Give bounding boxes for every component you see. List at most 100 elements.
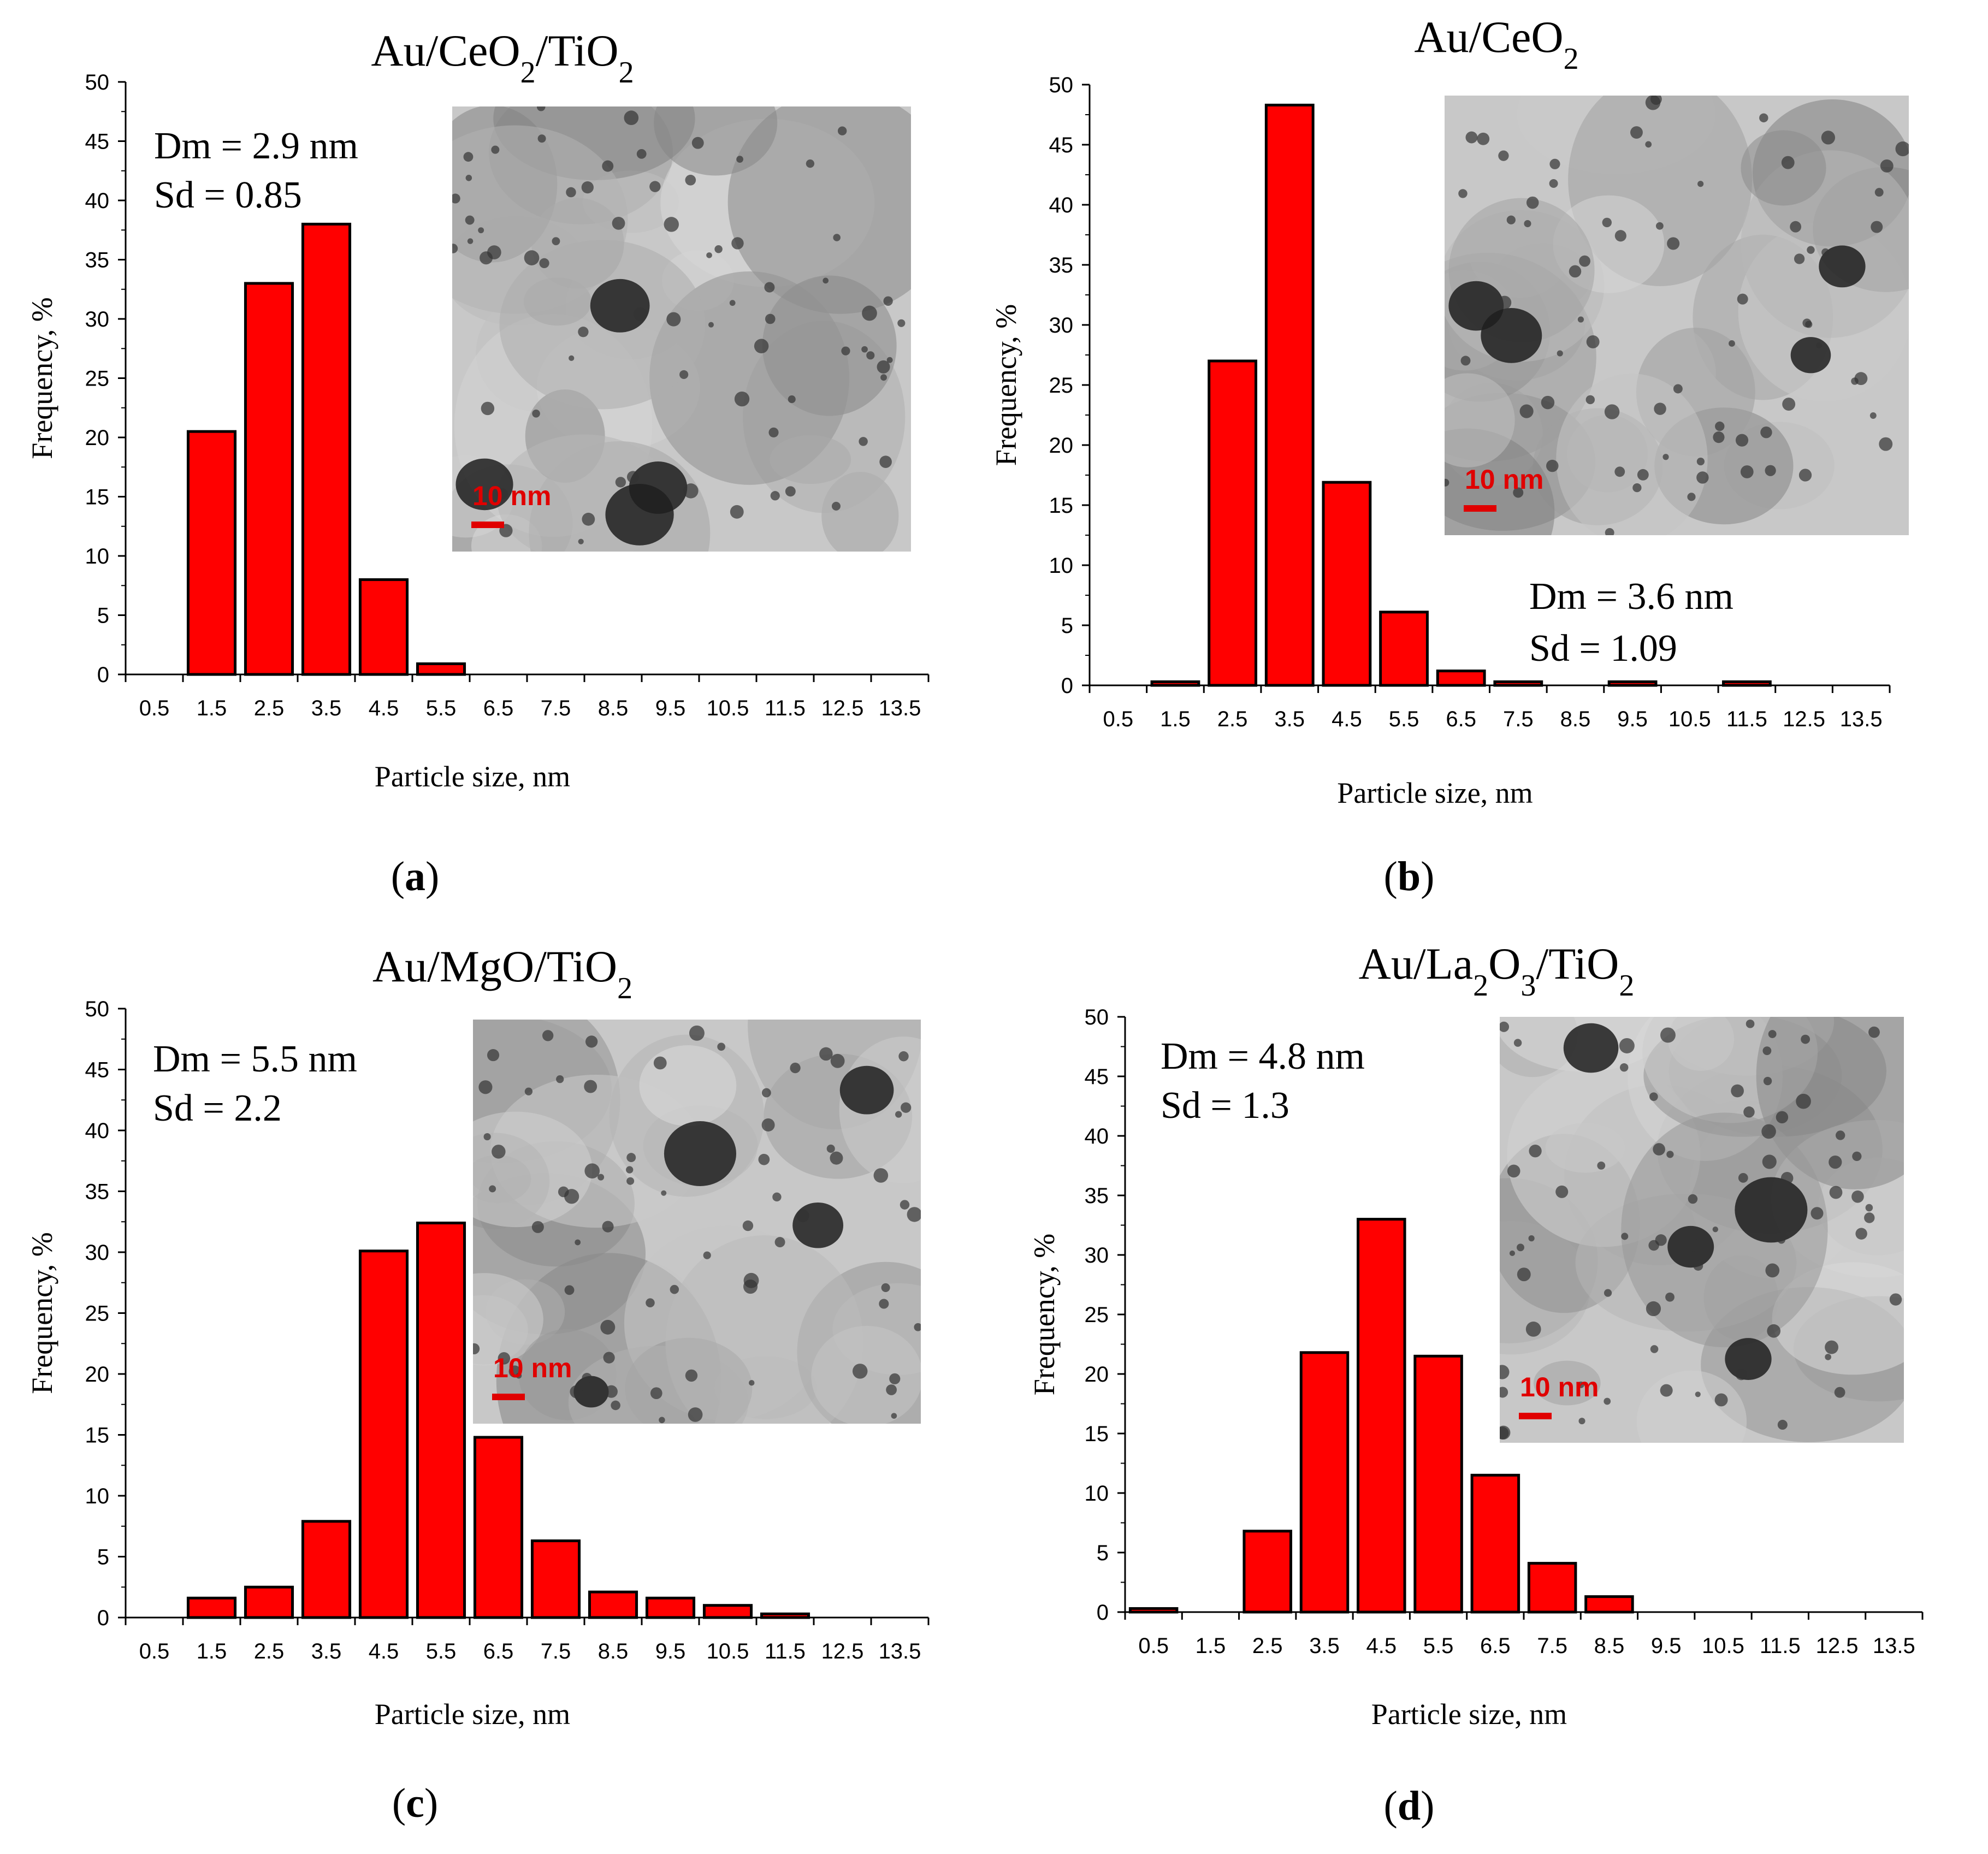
x-tick-label: 8.5 — [1594, 1634, 1625, 1658]
histogram-bar — [1299, 1351, 1350, 1614]
histogram-bar — [1128, 1607, 1179, 1614]
x-tick-label: 11.5 — [765, 1639, 806, 1663]
histogram-bar — [473, 1436, 524, 1619]
histogram-bar — [645, 1596, 696, 1619]
y-tick-label: 15 — [85, 485, 110, 510]
panel-d: Au/La2O3/TiO2 10 nm 0 5 10 15 20 25 30 35 40 45 50 0.… — [994, 927, 1988, 1853]
y-tick-label: 35 — [85, 1180, 110, 1204]
x-tick-label: 10.5 — [707, 696, 749, 720]
histogram-chart-b: Au/CeO2 10 nm 0 5 10 15 20 25 30 35 40 45 50 0.5 1.5 2.… — [990, 12, 1909, 899]
histogram-bar — [1208, 359, 1258, 687]
x-tick-label: 10.5 — [1668, 707, 1711, 731]
y-tick-label: 15 — [85, 1424, 110, 1448]
std-dev-text: Sd = 1.3 — [1161, 1085, 1289, 1127]
x-tick-label: 7.5 — [541, 696, 571, 720]
panel-c: Au/MgO/TiO2 10 nm 0 5 10 15 20 25 30 35 40 45 50 0.5 1… — [0, 927, 994, 1853]
x-tick-label: 5.5 — [1423, 1634, 1454, 1658]
y-tick-label: 15 — [1049, 494, 1074, 518]
tem-image-inset: 10 nm — [1500, 1017, 1904, 1443]
x-tick-label: 11.5 — [1760, 1634, 1801, 1658]
x-tick-label: 2.5 — [254, 696, 285, 720]
scale-bar — [1519, 1413, 1552, 1419]
x-tick-label: 13.5 — [1873, 1634, 1915, 1658]
x-tick-label: 12.5 — [821, 696, 864, 720]
x-tick-label: 4.5 — [369, 1639, 399, 1663]
y-tick-label: 40 — [1049, 193, 1074, 217]
y-tick-label: 25 — [1049, 374, 1074, 398]
y-axis-label: Frequency, % — [26, 1232, 58, 1394]
histogram-bar — [244, 282, 294, 676]
x-tick-label: 12.5 — [821, 1639, 864, 1663]
y-tick-label: 5 — [97, 1545, 109, 1569]
histogram-bar — [1379, 611, 1429, 687]
y-tick-label: 10 — [85, 1484, 110, 1508]
histogram-bar — [1322, 481, 1372, 687]
mean-diameter-text: Dm = 5.5 nm — [153, 1038, 357, 1080]
histogram-bar — [1413, 1354, 1463, 1614]
y-tick-label: 20 — [85, 426, 110, 450]
scale-bar-label: 10 nm — [1465, 464, 1544, 495]
histogram-bar — [301, 222, 352, 676]
y-tick-label: 25 — [85, 1302, 110, 1326]
panel-letter: (b) — [1384, 854, 1435, 899]
histogram-bar — [1607, 680, 1658, 687]
x-tick-label: 9.5 — [1651, 1634, 1682, 1658]
x-tick-label: 9.5 — [655, 1639, 686, 1663]
y-tick-label: 30 — [85, 1241, 110, 1265]
tem-image-inset: 10 nm — [452, 106, 911, 552]
x-tick-label: 6.5 — [1480, 1634, 1511, 1658]
mean-diameter-text: Dm = 4.8 nm — [1161, 1035, 1365, 1077]
x-tick-label: 10.5 — [707, 1639, 749, 1663]
scale-bar-label: 10 nm — [493, 1353, 572, 1383]
y-axis-label: Frequency, % — [26, 297, 58, 459]
x-tick-label: 6.5 — [483, 1639, 514, 1663]
x-tick-label: 12.5 — [1783, 707, 1825, 731]
x-tick-label: 3.5 — [1274, 707, 1305, 731]
histogram-bar — [186, 430, 237, 676]
x-tick-label: 4.5 — [1366, 1634, 1397, 1658]
x-tick-label: 12.5 — [1816, 1634, 1859, 1658]
panel-letter: (c) — [392, 1780, 438, 1826]
y-tick-label: 50 — [85, 997, 110, 1021]
x-tick-label: 13.5 — [1840, 707, 1883, 731]
x-axis-label: Particle size, nm — [375, 760, 570, 793]
y-tick-label: 45 — [1085, 1065, 1109, 1089]
panel-letter: (a) — [391, 854, 440, 899]
histogram-bar — [416, 1221, 466, 1619]
y-tick-label: 10 — [1085, 1482, 1109, 1506]
x-tick-label: 11.5 — [765, 696, 806, 720]
histogram-bar — [1527, 1562, 1577, 1614]
x-tick-label: 1.5 — [197, 1639, 227, 1663]
x-tick-label: 10.5 — [1702, 1634, 1744, 1658]
histogram-chart-d: Au/La2O3/TiO2 10 nm 0 5 10 15 20 25 30 35 40 45 50 0.… — [1028, 939, 1924, 1829]
x-tick-label: 8.5 — [598, 696, 629, 720]
x-tick-label: 2.5 — [1217, 707, 1248, 731]
x-tick-label: 5.5 — [426, 1639, 457, 1663]
x-tick-label: 1.5 — [197, 696, 227, 720]
y-tick-label: 20 — [1049, 434, 1074, 458]
scale-bar-label: 10 nm — [1520, 1372, 1599, 1402]
x-tick-label: 4.5 — [369, 696, 399, 720]
y-tick-label: 35 — [1049, 253, 1074, 277]
tem-image-inset: 10 nm — [473, 1020, 921, 1424]
x-tick-label: 8.5 — [598, 1639, 629, 1663]
histogram-bar — [1357, 1218, 1406, 1614]
mean-diameter-text: Dm = 3.6 nm — [1529, 576, 1733, 618]
y-tick-label: 25 — [85, 367, 110, 391]
x-tick-label: 6.5 — [1446, 707, 1476, 731]
panel-b: Au/CeO2 10 nm 0 5 10 15 20 25 30 35 40 45 50 0.5 1.5 2.… — [990, 0, 1988, 927]
x-tick-label: 2.5 — [254, 1639, 285, 1663]
x-axis-label: Particle size, nm — [375, 1698, 570, 1731]
x-tick-label: 5.5 — [1389, 707, 1419, 731]
y-tick-label: 45 — [85, 130, 110, 154]
y-tick-label: 45 — [1049, 133, 1074, 157]
x-tick-label: 1.5 — [1196, 1634, 1226, 1658]
y-tick-label: 30 — [85, 307, 110, 331]
y-tick-label: 20 — [1085, 1363, 1109, 1387]
histogram-bar — [1150, 680, 1200, 687]
y-tick-label: 45 — [85, 1058, 110, 1082]
histogram-chart-c: Au/MgO/TiO2 10 nm 0 5 10 15 20 25 30 35 40 45 50 0.5 1… — [26, 941, 930, 1826]
x-tick-label: 5.5 — [426, 696, 457, 720]
histogram-bar — [530, 1539, 581, 1619]
y-tick-label: 0 — [97, 663, 109, 687]
